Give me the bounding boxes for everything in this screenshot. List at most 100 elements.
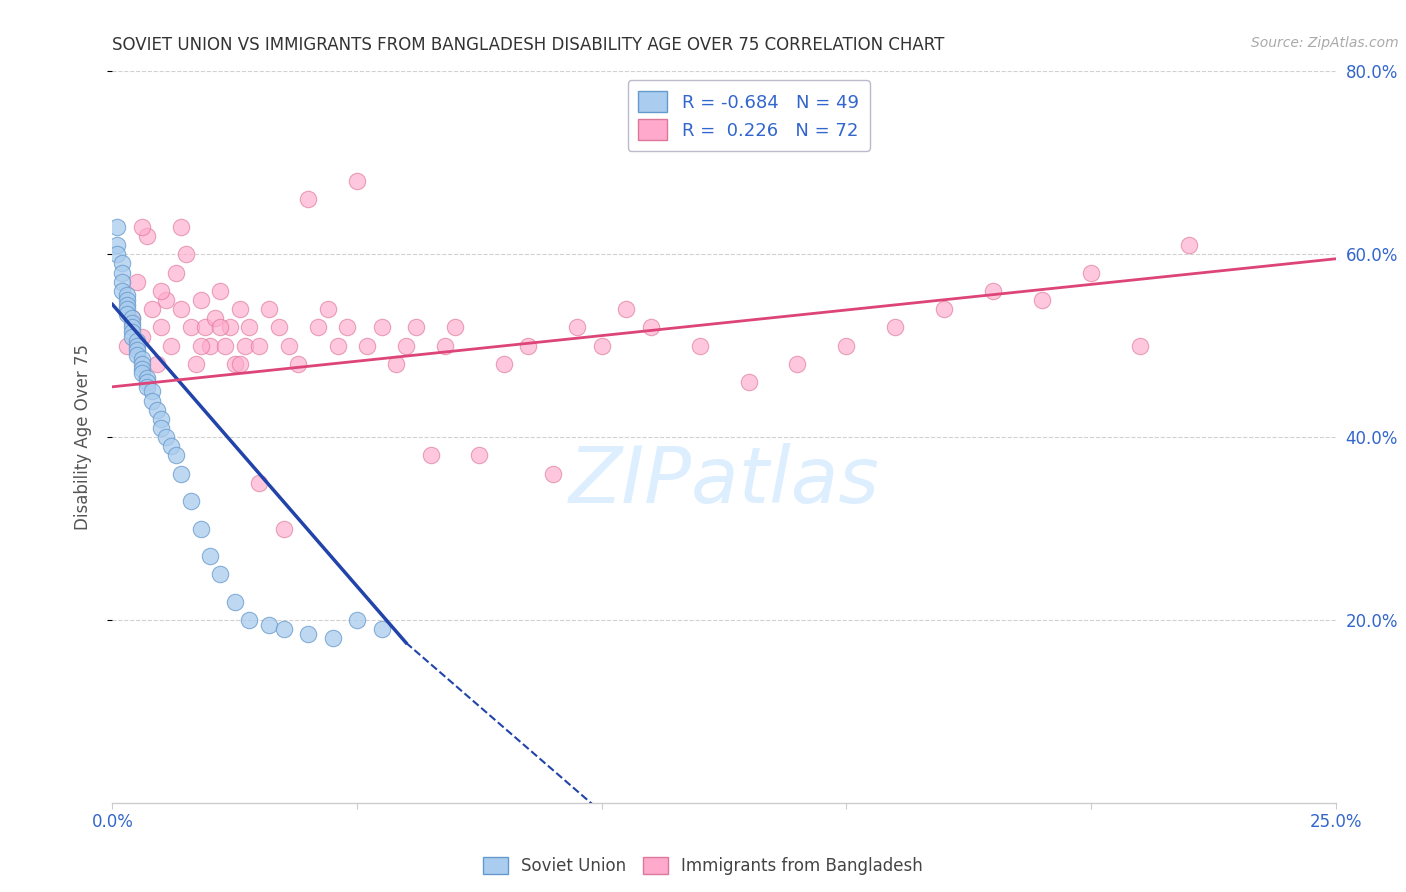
Point	[934, 301, 956, 317]
Point	[737, 376, 759, 390]
Point	[370, 622, 392, 636]
Point	[131, 219, 153, 234]
Point	[247, 475, 270, 490]
Point	[567, 320, 589, 334]
Point	[786, 357, 808, 371]
Point	[591, 338, 613, 352]
Point	[257, 301, 280, 317]
Point	[346, 174, 368, 188]
Point	[228, 357, 250, 371]
Point	[200, 338, 222, 352]
Point	[180, 320, 202, 334]
Point	[492, 357, 515, 371]
Point	[444, 320, 467, 334]
Point	[228, 301, 250, 317]
Point	[111, 275, 134, 289]
Point	[160, 338, 183, 352]
Point	[135, 380, 157, 394]
Point	[115, 288, 138, 302]
Point	[190, 338, 212, 352]
Point	[287, 357, 309, 371]
Point	[111, 266, 134, 280]
Point	[224, 594, 246, 608]
Point	[336, 320, 359, 334]
Point	[209, 567, 232, 582]
Point	[174, 247, 197, 261]
Point	[200, 549, 222, 563]
Point	[385, 357, 408, 371]
Point	[238, 613, 260, 627]
Point	[125, 275, 148, 289]
Point	[131, 352, 153, 367]
Point	[170, 219, 193, 234]
Point	[141, 393, 163, 408]
Point	[884, 320, 907, 334]
Point	[170, 301, 193, 317]
Point	[1178, 238, 1201, 252]
Point	[209, 284, 232, 298]
Point	[190, 521, 212, 535]
Point	[346, 613, 368, 627]
Point	[326, 338, 349, 352]
Point	[150, 412, 173, 426]
Point	[125, 348, 148, 362]
Point	[121, 311, 143, 326]
Point	[131, 357, 153, 371]
Point	[273, 521, 295, 535]
Point	[517, 338, 540, 352]
Point	[180, 494, 202, 508]
Point	[121, 316, 143, 330]
Point	[322, 632, 344, 646]
Point	[105, 219, 128, 234]
Point	[468, 449, 491, 463]
Point	[541, 467, 564, 481]
Point	[131, 329, 153, 343]
Point	[190, 293, 212, 307]
Legend: Soviet Union, Immigrants from Bangladesh: Soviet Union, Immigrants from Bangladesh	[475, 849, 931, 884]
Point	[145, 402, 167, 417]
Point	[160, 439, 183, 453]
Point	[125, 343, 148, 358]
Point	[204, 311, 226, 326]
Point	[273, 622, 295, 636]
Point	[125, 334, 148, 348]
Point	[224, 357, 246, 371]
Point	[150, 421, 173, 435]
Point	[145, 357, 167, 371]
Y-axis label: Disability Age Over 75: Disability Age Over 75	[73, 344, 91, 530]
Point	[125, 338, 148, 352]
Point	[121, 325, 143, 339]
Point	[419, 449, 441, 463]
Point	[405, 320, 427, 334]
Point	[307, 320, 329, 334]
Point	[150, 284, 173, 298]
Point	[1031, 293, 1053, 307]
Point	[1080, 266, 1102, 280]
Point	[115, 293, 138, 307]
Point	[614, 301, 637, 317]
Point	[194, 320, 217, 334]
Point	[297, 626, 319, 640]
Point	[131, 366, 153, 380]
Text: SOVIET UNION VS IMMIGRANTS FROM BANGLADESH DISABILITY AGE OVER 75 CORRELATION CH: SOVIET UNION VS IMMIGRANTS FROM BANGLADE…	[112, 36, 945, 54]
Point	[395, 338, 418, 352]
Point	[105, 238, 128, 252]
Point	[233, 338, 256, 352]
Point	[316, 301, 339, 317]
Point	[115, 307, 138, 321]
Point	[1129, 338, 1152, 352]
Point	[155, 430, 177, 444]
Point	[209, 320, 232, 334]
Point	[165, 266, 187, 280]
Point	[165, 449, 187, 463]
Point	[214, 338, 236, 352]
Point	[135, 370, 157, 384]
Point	[277, 338, 299, 352]
Point	[141, 301, 163, 317]
Point	[257, 617, 280, 632]
Point	[835, 338, 858, 352]
Point	[121, 311, 143, 326]
Point	[219, 320, 242, 334]
Text: Source: ZipAtlas.com: Source: ZipAtlas.com	[1251, 36, 1399, 50]
Point	[111, 256, 134, 270]
